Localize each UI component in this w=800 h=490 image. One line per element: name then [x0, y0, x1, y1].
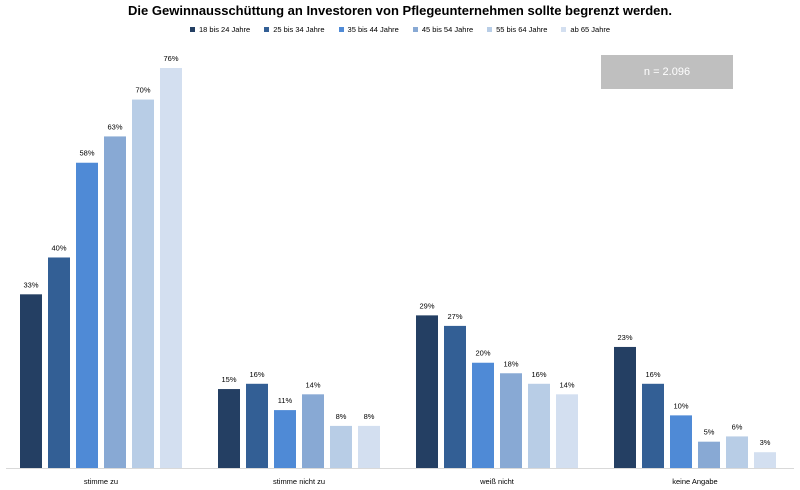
bar	[556, 394, 578, 468]
legend-item: 18 bis 24 Jahre	[189, 25, 251, 34]
legend-item: 45 bis 54 Jahre	[412, 25, 474, 34]
bar	[20, 294, 42, 468]
legend-swatch	[561, 27, 567, 32]
bar	[500, 373, 522, 468]
bar	[246, 383, 268, 468]
bar-value-label: 29%	[419, 301, 434, 310]
bar	[726, 436, 748, 468]
sample-size-box: n = 2.096	[601, 55, 733, 89]
legend-swatch	[487, 27, 493, 32]
bar	[698, 441, 720, 468]
bar-value-label: 20%	[475, 349, 490, 358]
legend-swatch	[264, 27, 270, 32]
legend-label: ab 65 Jahre	[570, 25, 611, 34]
category-label: stimme nicht zu	[273, 477, 325, 486]
bar-value-label: 14%	[559, 380, 574, 389]
legend-swatch	[189, 27, 195, 32]
bar-value-label: 40%	[51, 243, 66, 252]
bar-value-label: 70%	[135, 86, 150, 95]
bar	[302, 394, 324, 468]
bar-value-label: 10%	[673, 401, 688, 410]
bar	[160, 68, 182, 468]
legend-label: 18 bis 24 Jahre	[198, 25, 251, 34]
bar	[614, 346, 636, 468]
bar	[48, 257, 70, 468]
bar	[104, 136, 126, 468]
bar-value-label: 76%	[163, 54, 178, 63]
legend-item: 35 bis 44 Jahre	[338, 25, 399, 34]
category-label: stimme zu	[84, 477, 118, 486]
bar-value-label: 16%	[645, 370, 660, 379]
bar-value-label: 23%	[617, 333, 632, 342]
legend-swatch	[338, 27, 344, 32]
chart-title: Die Gewinnausschüttung an Investoren von…	[128, 3, 672, 18]
legend-item: 25 bis 34 Jahre	[264, 25, 325, 34]
bar-value-label: 33%	[23, 280, 38, 289]
bar-value-label: 8%	[364, 412, 375, 421]
bar	[472, 362, 494, 468]
bar-value-label: 8%	[336, 412, 347, 421]
bar	[274, 410, 296, 468]
bar	[528, 383, 550, 468]
bar	[670, 415, 692, 468]
bar-value-label: 5%	[704, 428, 715, 437]
bar-value-label: 14%	[305, 380, 320, 389]
bar	[330, 425, 352, 468]
bar	[642, 383, 664, 468]
legend-label: 45 bis 54 Jahre	[421, 25, 474, 34]
bar-value-label: 16%	[249, 370, 264, 379]
legend: 18 bis 24 Jahre 25 bis 34 Jahre 35 bis 44 …	[0, 25, 800, 34]
legend-label: 55 bis 64 Jahre	[496, 25, 548, 34]
bar-value-label: 3%	[760, 438, 771, 447]
legend-label: 35 bis 44 Jahre	[347, 25, 399, 34]
bar	[754, 452, 776, 468]
bar-value-label: 15%	[221, 375, 236, 384]
bar	[358, 425, 380, 468]
bar	[444, 325, 466, 468]
category-label: keine Angabe	[672, 477, 717, 486]
bar-value-label: 63%	[107, 122, 122, 131]
bar	[416, 315, 438, 468]
bar-value-label: 27%	[447, 312, 462, 321]
bar	[218, 389, 240, 468]
bar-value-label: 6%	[732, 422, 743, 431]
bar-value-label: 58%	[79, 149, 94, 158]
legend-swatch	[412, 27, 418, 32]
bar	[132, 99, 154, 468]
legend-item: 55 bis 64 Jahre	[487, 25, 547, 34]
legend-item: ab 65 Jahre	[561, 25, 610, 34]
legend-label: 25 bis 34 Jahre	[273, 25, 325, 34]
bar	[76, 162, 98, 468]
bar-value-label: 11%	[278, 396, 293, 405]
bar-value-label: 18%	[503, 359, 518, 368]
bar-value-label: 16%	[531, 370, 546, 379]
category-label: weiß nicht	[479, 477, 515, 486]
